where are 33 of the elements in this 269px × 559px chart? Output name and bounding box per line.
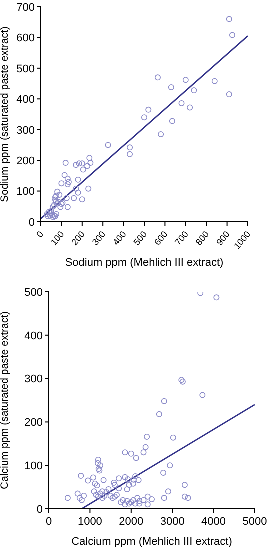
x-tick-label: 0 — [46, 516, 52, 528]
x-tick-label: 100 — [48, 229, 66, 248]
x-tick-label: 700 — [173, 229, 190, 248]
x-tick-label: 300 — [90, 229, 108, 248]
y-tick-label: 500 — [24, 286, 43, 299]
x-tick-label: 4000 — [202, 516, 226, 528]
y-tick-label: 300 — [16, 124, 35, 137]
y-tick-label: 400 — [24, 330, 43, 342]
x-axis-title: Sodium ppm (Mehlich III extract) — [65, 257, 224, 269]
y-tick-label: 0 — [36, 504, 43, 516]
x-tick-label: 200 — [70, 229, 87, 248]
y-tick-label: 200 — [16, 155, 35, 168]
x-tick-label: 1000 — [78, 516, 102, 528]
x-tick-label: 600 — [152, 229, 170, 248]
y-tick-label: 600 — [16, 32, 35, 45]
y-tick-label: 0 — [28, 216, 35, 229]
x-tick-label: 400 — [111, 229, 128, 248]
y-tick-label: 100 — [16, 186, 35, 198]
y-tick-label: 400 — [16, 94, 35, 106]
y-tick-label: 300 — [24, 374, 43, 386]
x-tick-label: 800 — [194, 229, 212, 248]
y-tick-label: 700 — [16, 2, 35, 14]
y-tick-label: 200 — [24, 417, 43, 430]
x-tick-label: 900 — [214, 229, 232, 248]
x-tick-label: 3000 — [160, 516, 185, 528]
x-axis-title: Calcium ppm (Mehlich III extract) — [72, 536, 232, 548]
x-tick-label: 2000 — [119, 516, 144, 528]
y-axis-title: Calcium ppm (saturated paste extract) — [0, 312, 11, 490]
x-tick-label: 500 — [132, 229, 150, 248]
y-axis-title: Sodium ppm (saturated paste extract) — [0, 26, 11, 202]
y-tick-label: 100 — [24, 460, 43, 473]
x-tick-label: 5000 — [242, 516, 268, 528]
y-tick-label: 500 — [16, 63, 35, 76]
